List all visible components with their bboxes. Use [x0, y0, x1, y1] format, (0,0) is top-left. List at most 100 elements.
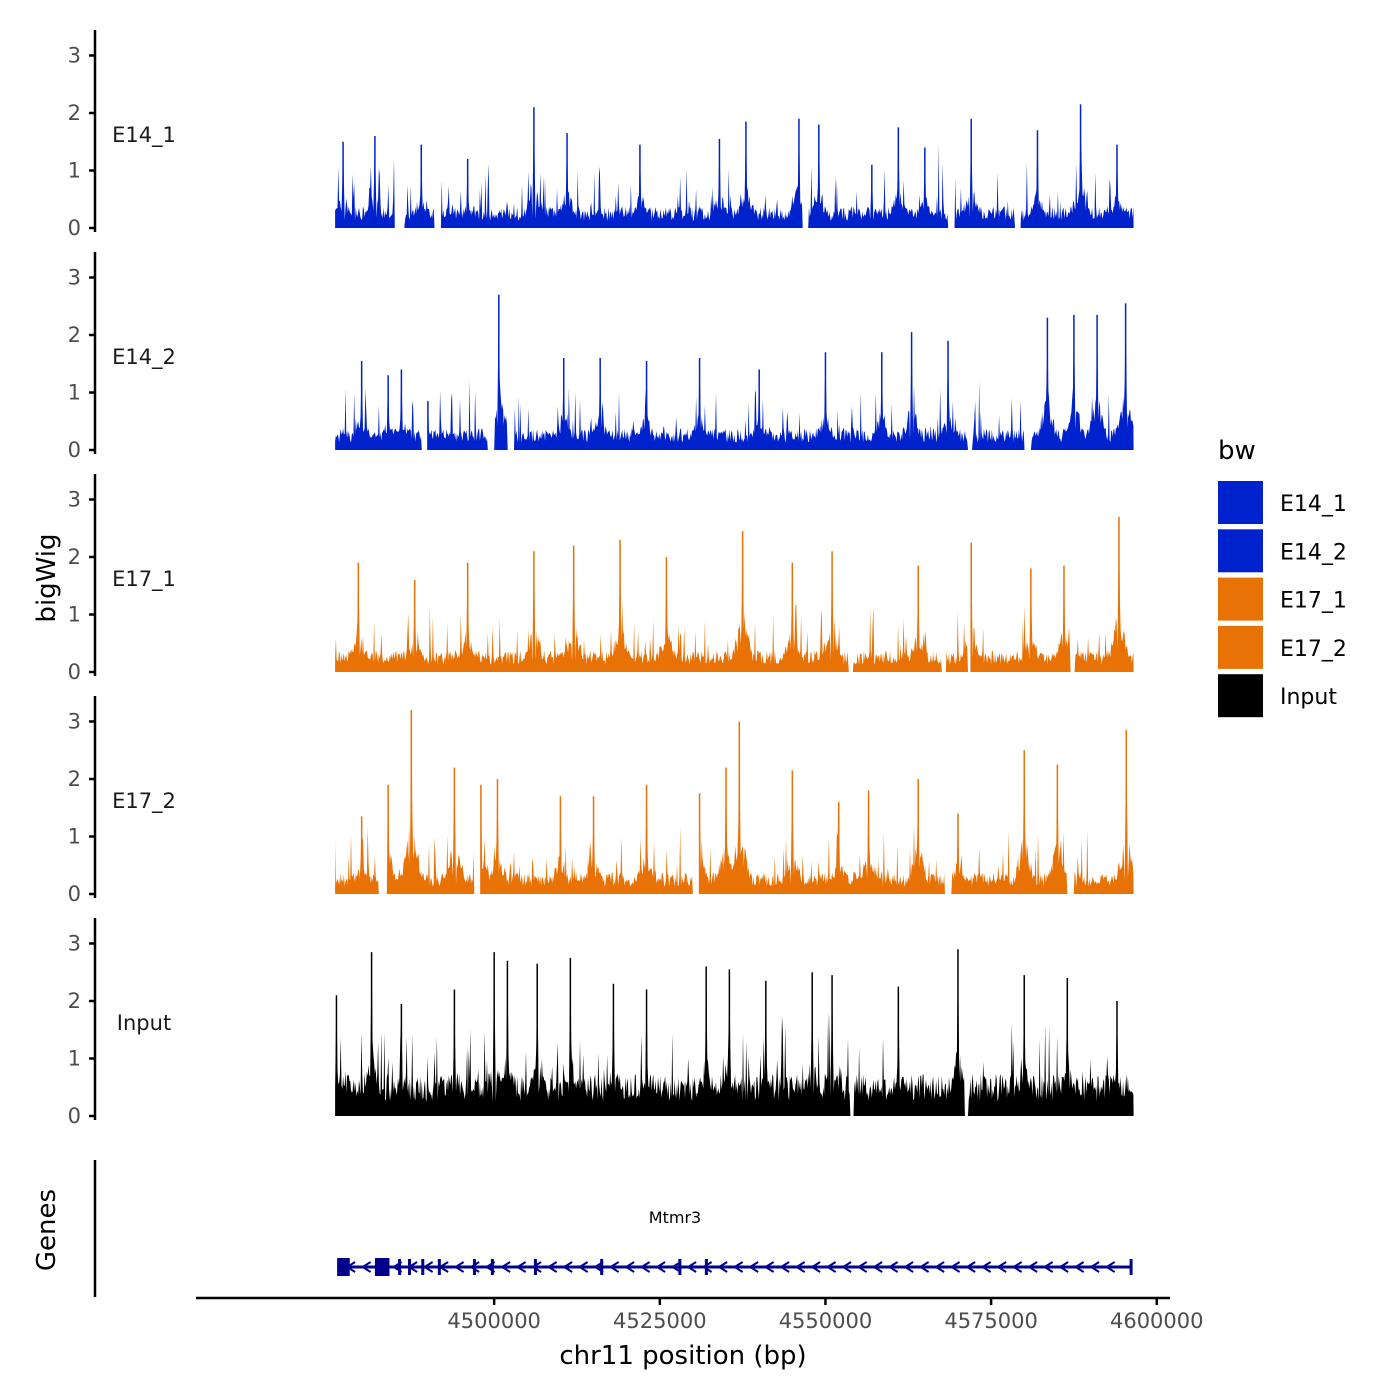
strand-arrow [469, 1261, 480, 1273]
y-tick-label: 2 [68, 989, 81, 1013]
strand-arrow [996, 1261, 1007, 1273]
x-tick-label: 4550000 [779, 1309, 873, 1333]
gene-exon [437, 1259, 441, 1275]
strand-arrow [965, 1261, 976, 1273]
track-E14_2: 0 1 2 3 E14_2 [68, 252, 1134, 462]
y-tick-label: 0 [68, 438, 81, 462]
y-tick-label: 1 [68, 381, 81, 405]
strand-arrow [841, 1261, 852, 1273]
strand-arrow [934, 1261, 945, 1273]
y-tick-label: 3 [68, 266, 81, 290]
gene-exon [398, 1259, 402, 1275]
genes-panel-title: Genes [32, 1189, 62, 1271]
legend-key [1218, 625, 1263, 669]
strand-arrow [500, 1261, 511, 1273]
gene-exon [472, 1259, 476, 1275]
gene-exon [678, 1259, 682, 1275]
track-E14_1: 0 1 2 3 E14_1 [68, 30, 1134, 240]
strand-arrow [670, 1261, 682, 1273]
strand-arrow [701, 1261, 713, 1273]
y-tick-label: 3 [68, 710, 81, 734]
y-tick-label: 3 [68, 44, 81, 68]
strand-arrow [1058, 1261, 1069, 1273]
strand-arrow [887, 1261, 899, 1273]
track-Input: 0 1 2 3 Input [68, 918, 1134, 1128]
gene-exon [337, 1258, 350, 1276]
coverage-area-E14_1 [335, 107, 1134, 228]
track-label: E14_2 [112, 345, 176, 370]
y-tick-label: 1 [68, 603, 81, 627]
strand-arrow [624, 1261, 635, 1273]
strand-arrow [779, 1261, 790, 1273]
strand-arrow [639, 1261, 651, 1273]
strand-arrow [562, 1261, 573, 1273]
strand-arrow [732, 1261, 744, 1273]
legend: bw E14_1 E14_2 E17_1 E17_2 Input [1218, 436, 1347, 718]
strand-arrow [856, 1261, 868, 1273]
strand-arrow [360, 1261, 372, 1273]
legend-label: Input [1280, 685, 1337, 710]
strand-arrow [422, 1261, 434, 1273]
x-axis: 4500000 4525000 4550000 4575000 4600000 [196, 1296, 1204, 1333]
gene-exon [704, 1259, 708, 1275]
y-tick-label: 0 [68, 882, 81, 906]
y-axis-title: bigWig [32, 533, 62, 622]
y-tick-label: 2 [68, 767, 81, 791]
y-tick-label: 2 [68, 323, 81, 347]
strand-arrow [763, 1261, 775, 1273]
genes-panel: Mtmr3 [93, 1160, 1133, 1297]
y-tick-label: 3 [68, 932, 81, 956]
legend-title: bw [1218, 436, 1256, 466]
gene-exon [1129, 1259, 1133, 1275]
gene-exon [490, 1259, 494, 1275]
track-label: E14_1 [112, 123, 176, 148]
strand-arrow [825, 1261, 837, 1273]
coverage-area-E17_1 [335, 528, 1134, 672]
strand-arrow [1011, 1261, 1023, 1273]
strand-arrow [794, 1261, 806, 1273]
coverage-tracks: 0 1 2 3 E14_1 0 1 2 3 E14_2 0 1 2 3 E17_1 0 1 2 3 E17_2 0 1 2 3… [68, 30, 1134, 1128]
gene-exon [600, 1259, 604, 1275]
coverage-area-E17_2 [335, 724, 1134, 894]
strand-arrow [872, 1261, 883, 1273]
coverage-area-Input [335, 952, 1134, 1116]
strand-arrow [608, 1261, 620, 1273]
strand-arrow [453, 1261, 465, 1273]
strand-arrow [1027, 1261, 1038, 1273]
track-E17_2: 0 1 2 3 E17_2 [68, 696, 1134, 906]
gene-label: Mtmr3 [649, 1208, 701, 1227]
coverage-area-E14_2 [335, 306, 1134, 450]
gene-exon [533, 1259, 537, 1275]
track-label: E17_1 [112, 567, 176, 592]
legend-key [1218, 674, 1263, 718]
y-tick-label: 1 [68, 1047, 81, 1071]
strand-arrow [515, 1261, 527, 1273]
legend-key [1218, 529, 1263, 573]
strand-arrow [577, 1261, 589, 1273]
gene-exon [421, 1259, 425, 1275]
strand-arrow [531, 1261, 542, 1273]
y-tick-label: 1 [68, 159, 81, 183]
track-label: Input [117, 1011, 171, 1035]
y-tick-label: 0 [68, 660, 81, 684]
strand-arrow [717, 1261, 728, 1273]
strand-arrow [748, 1261, 759, 1273]
y-tick-label: 2 [68, 545, 81, 569]
strand-arrow [1073, 1261, 1085, 1273]
x-axis-title: chr11 position (bp) [559, 1341, 806, 1371]
strand-arrow [980, 1261, 992, 1273]
strand-arrow [1089, 1261, 1100, 1273]
track-label: E17_2 [112, 789, 176, 814]
x-tick-label: 4575000 [944, 1309, 1038, 1333]
y-tick-label: 1 [68, 825, 81, 849]
x-tick-label: 4525000 [613, 1309, 707, 1333]
legend-label: E14_2 [1280, 540, 1347, 565]
x-tick-label: 4500000 [447, 1309, 541, 1333]
legend-label: E17_1 [1280, 589, 1347, 614]
track-E17_1: 0 1 2 3 E17_1 [68, 474, 1134, 684]
y-tick-label: 0 [68, 1104, 81, 1128]
gene-Mtmr3: Mtmr3 [337, 1208, 1133, 1276]
strand-arrow [810, 1261, 821, 1273]
x-tick-label: 4600000 [1110, 1309, 1204, 1333]
